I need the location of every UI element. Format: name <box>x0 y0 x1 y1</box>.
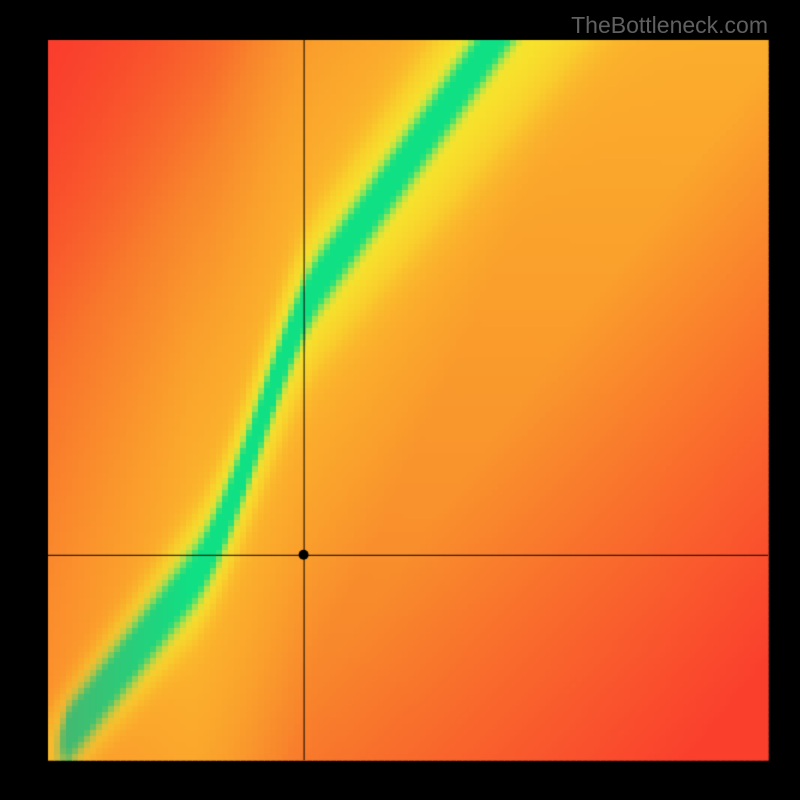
bottleneck-heatmap <box>0 0 800 800</box>
watermark-text: TheBottleneck.com <box>571 12 768 39</box>
